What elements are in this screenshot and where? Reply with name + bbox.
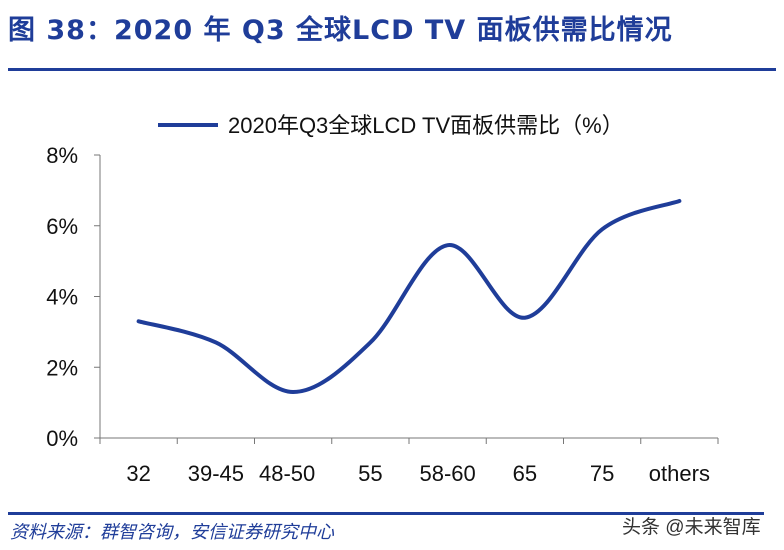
x-tick-label: 58-60 xyxy=(419,461,475,486)
source-note: 资料来源：群智咨询，安信证券研究中心 xyxy=(10,522,334,543)
y-tick-label: 0% xyxy=(46,426,78,451)
x-tick-label: 75 xyxy=(590,461,614,486)
x-tick-label: 39-45 xyxy=(188,461,244,486)
y-tick-label: 8% xyxy=(46,143,78,168)
y-tick-label: 4% xyxy=(46,285,78,310)
figure-title: 图 38：2020 年 Q3 全球LCD TV 面板供需比情况 xyxy=(8,15,673,46)
title-rule xyxy=(8,68,776,71)
y-tick-label: 2% xyxy=(46,355,78,380)
footer-rule xyxy=(8,512,764,515)
x-tick-label: 55 xyxy=(358,461,382,486)
y-tick-label: 6% xyxy=(46,214,78,239)
watermark: 头条 @未来智库 xyxy=(622,517,761,538)
x-tick-label: others xyxy=(649,461,710,486)
x-tick-label: 32 xyxy=(126,461,150,486)
x-tick-label: 65 xyxy=(513,461,537,486)
legend-label: 2020年Q3全球LCD TV面板供需比（%） xyxy=(228,113,624,138)
x-tick-label: 48-50 xyxy=(259,461,315,486)
series-line xyxy=(136,198,682,395)
